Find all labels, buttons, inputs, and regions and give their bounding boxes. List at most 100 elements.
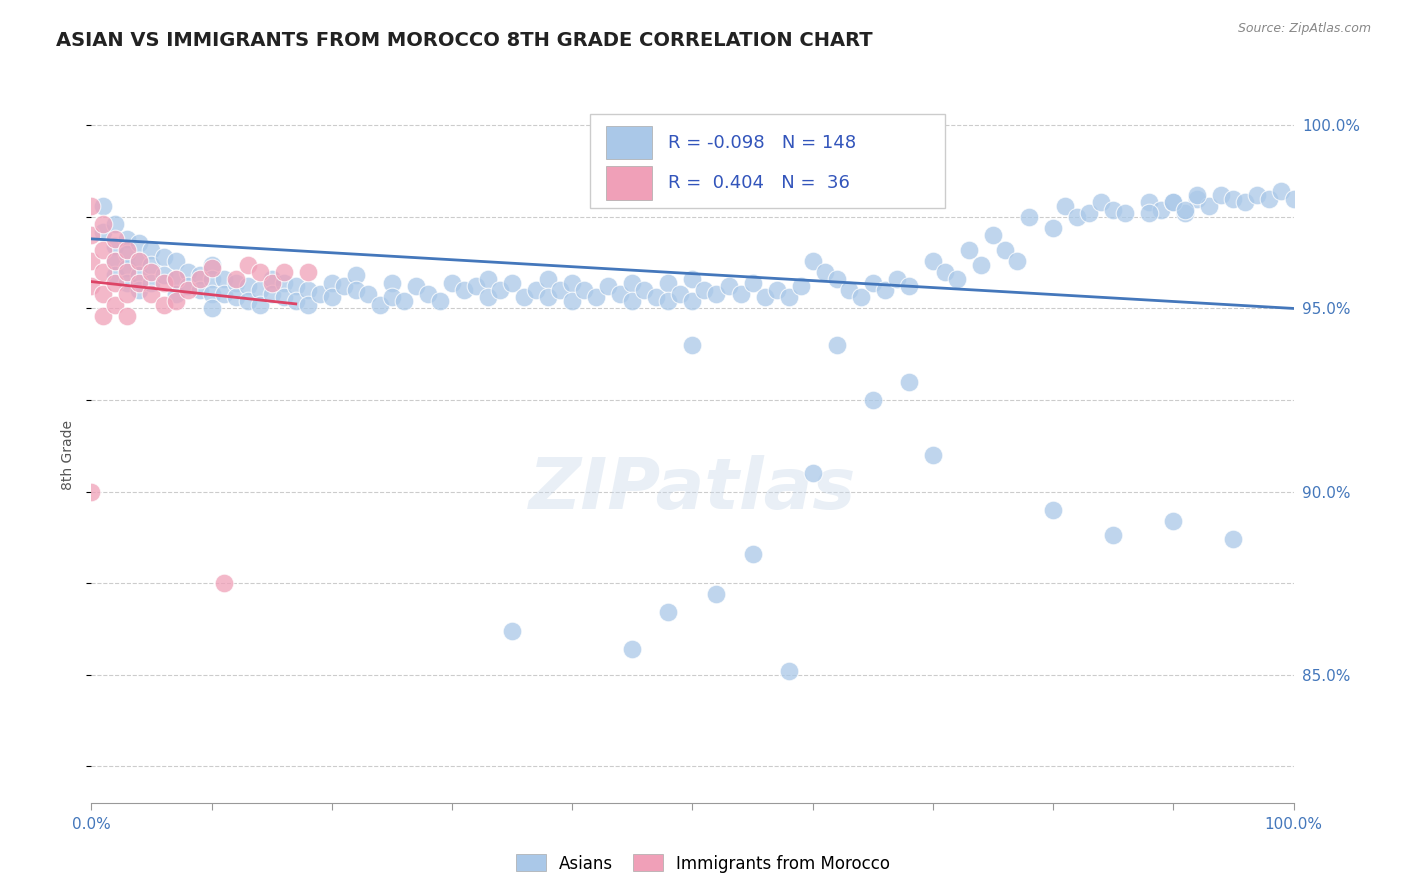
Point (321, 276, 343, 290)
Point (165, 286, 187, 301)
Point (176, 279, 198, 293)
Point (104, 253, 127, 268)
Point (344, 283, 367, 297)
Point (706, 286, 728, 301)
Point (141, 286, 163, 301)
Point (201, 272, 224, 286)
Point (741, 547, 763, 561)
Point (141, 243, 163, 257)
Point (368, 298, 391, 312)
Point (1042, 220, 1064, 235)
Point (117, 265, 139, 279)
Point (862, 276, 884, 290)
Point (537, 290, 560, 304)
Point (1270, 184, 1292, 198)
Point (117, 276, 139, 290)
Point (1150, 202, 1173, 217)
Point (297, 265, 319, 279)
Point (585, 290, 607, 304)
Point (93, 225, 115, 239)
Point (1187, 188, 1209, 202)
Point (1018, 210, 1040, 224)
Point (1137, 206, 1160, 220)
Point (825, 272, 848, 286)
Point (1222, 532, 1244, 546)
Text: R = -0.098   N = 148: R = -0.098 N = 148 (668, 134, 856, 152)
Point (598, 279, 620, 293)
Point (801, 467, 824, 481)
Point (465, 279, 488, 293)
Point (801, 253, 824, 268)
Point (152, 298, 174, 312)
Point (1198, 199, 1220, 213)
Point (104, 276, 127, 290)
Point (681, 294, 703, 309)
Point (284, 279, 307, 293)
Point (333, 279, 356, 293)
Point (249, 265, 271, 279)
Point (381, 290, 404, 304)
Point (93, 199, 115, 213)
Point (236, 294, 259, 309)
Point (212, 286, 235, 301)
Point (501, 276, 523, 290)
Point (922, 448, 945, 462)
Point (128, 276, 150, 290)
Point (970, 258, 993, 272)
Point (260, 272, 283, 286)
Point (681, 272, 703, 286)
Point (524, 283, 547, 297)
Point (273, 276, 295, 290)
Point (1102, 528, 1125, 542)
Point (392, 294, 415, 309)
Point (886, 272, 908, 286)
Point (104, 239, 127, 253)
Point (946, 272, 969, 286)
Point (141, 258, 163, 272)
Point (477, 290, 499, 304)
Point (249, 298, 271, 312)
Point (981, 228, 1004, 243)
Point (225, 276, 247, 290)
Point (236, 279, 259, 293)
Point (778, 290, 800, 304)
Point (212, 272, 235, 286)
Point (1161, 195, 1184, 210)
Point (128, 235, 150, 250)
Point (416, 286, 439, 301)
Text: R =  0.404   N =  36: R = 0.404 N = 36 (668, 174, 851, 192)
Point (1078, 206, 1101, 220)
Point (706, 587, 728, 601)
Point (128, 253, 150, 268)
Point (297, 298, 319, 312)
Point (1114, 206, 1136, 220)
Point (1211, 188, 1233, 202)
Point (104, 232, 127, 246)
Point (574, 283, 596, 297)
Point (308, 286, 330, 301)
Point (1258, 192, 1281, 206)
Point (165, 253, 187, 268)
Point (93, 217, 115, 231)
Point (201, 258, 224, 272)
Point (1187, 192, 1209, 206)
Point (621, 294, 644, 309)
Text: ZIPatlas: ZIPatlas (529, 455, 856, 524)
Point (344, 268, 367, 283)
Point (1174, 206, 1197, 220)
Point (1066, 210, 1088, 224)
Point (273, 265, 295, 279)
Point (117, 243, 139, 257)
Point (621, 642, 644, 657)
Point (621, 276, 644, 290)
Point (236, 258, 259, 272)
Point (814, 265, 837, 279)
Point (357, 286, 380, 301)
Point (994, 243, 1017, 257)
Point (188, 283, 211, 297)
Point (825, 338, 848, 352)
Point (681, 338, 703, 352)
Point (513, 290, 536, 304)
Point (730, 286, 752, 301)
Point (934, 265, 956, 279)
